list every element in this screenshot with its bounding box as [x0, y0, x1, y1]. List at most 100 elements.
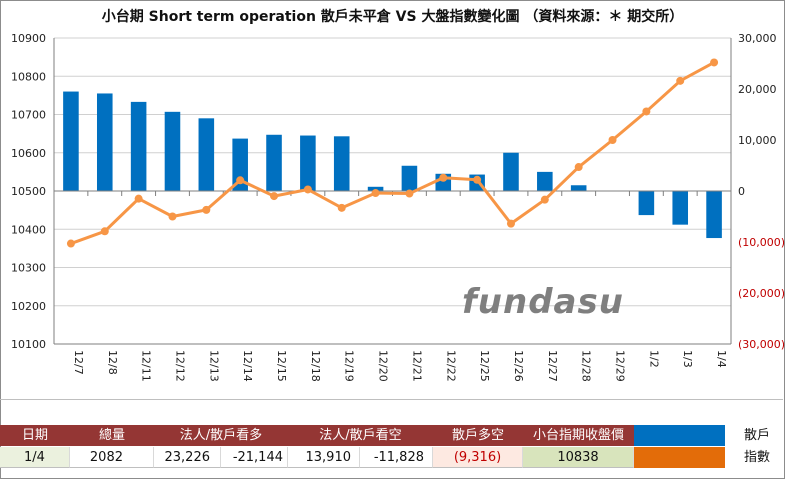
bar [570, 185, 587, 191]
bar [130, 101, 147, 191]
header-volume: 總量 [70, 425, 154, 446]
x-axis-ticks: 12/7 12/8 12/11 12/12 12/13 12/14 12/15 12/18 12… [72, 350, 728, 382]
left-axis-ticks: 10100 10200 10300 10400 10500 10600 10700 10800… [11, 32, 46, 351]
header-short: 法人/散戶看空 [288, 425, 433, 446]
right-tick-label: (10,000) [738, 236, 785, 249]
bar [164, 111, 181, 191]
left-tick-label: 10200 [11, 300, 46, 313]
line-point [337, 203, 346, 212]
bar [367, 186, 384, 191]
cell-retail-net: (9,316) [433, 447, 523, 468]
data-table: 日期 總量 法人/散戶看多 法人/散戶看空 散戶多空 小台指期收盤價 散戶 1/… [0, 399, 785, 479]
header-long: 法人/散戶看多 [154, 425, 288, 446]
line-point [439, 173, 448, 182]
x-tick-label: 12/14 [241, 350, 254, 382]
x-tick-label: 12/21 [410, 350, 423, 382]
x-tick-label: 12/20 [377, 350, 390, 382]
line-point [66, 239, 75, 248]
bar [672, 191, 689, 225]
cell-volume: 2082 [70, 447, 154, 468]
x-tick-label: 12/28 [580, 350, 593, 382]
cell-long-institutional: 23,226 [154, 447, 221, 468]
left-tick-label: 10400 [11, 223, 46, 236]
x-tick-label: 12/29 [614, 350, 627, 382]
right-tick-label: 0 [738, 185, 745, 198]
line-point [134, 194, 143, 203]
x-tick-label: 12/8 [106, 350, 119, 375]
legend-swatch-retail [634, 425, 725, 446]
table-blank-row [0, 399, 783, 426]
right-tick-label: (30,000) [738, 338, 785, 351]
line-point [608, 136, 617, 144]
x-tick-label: 12/26 [512, 350, 525, 382]
right-tick-label: 30,000 [738, 32, 777, 45]
bar [503, 152, 519, 191]
right-tick-label: (20,000) [738, 287, 785, 300]
chart-title: 小台期 Short term operation 散戶未平倉 VS 大盤指數變化… [101, 9, 684, 25]
x-tick-label: 12/18 [309, 350, 322, 382]
legend-swatch-index [634, 447, 725, 468]
x-tick-label: 1/2 [647, 350, 660, 368]
bar [333, 136, 350, 191]
cell-short-retail: -11,828 [360, 447, 433, 468]
bar [401, 165, 418, 191]
x-tick-label: 12/11 [140, 350, 153, 382]
x-tick-label: 12/19 [343, 350, 356, 382]
combo-chart: 10100 10200 10300 10400 10500 10600 10700 10800… [11, 32, 785, 382]
x-tick-label: 12/22 [444, 350, 457, 382]
line-point [168, 212, 177, 221]
x-tick-label: 1/3 [681, 350, 694, 368]
cell-close-price: 10838 [523, 447, 634, 468]
cell-short-institutional: 13,910 [288, 447, 360, 468]
x-tick-label: 12/7 [72, 350, 85, 375]
right-axis-ticks: (30,000) (20,000) (10,000) 0 10,000 20,000 30,… [738, 32, 785, 351]
bar [198, 118, 215, 191]
bar [300, 135, 316, 191]
line-point [202, 205, 211, 214]
left-tick-label: 10800 [11, 70, 46, 83]
line-point [506, 219, 515, 228]
right-tick-label: 10,000 [738, 134, 777, 147]
left-tick-label: 10700 [11, 109, 46, 122]
header-date: 日期 [0, 425, 70, 446]
bar [232, 138, 248, 191]
x-tick-label: 12/15 [275, 350, 288, 382]
bar [63, 91, 79, 191]
line-point [371, 189, 380, 198]
left-tick-label: 10900 [11, 32, 46, 45]
cell-long-retail: -21,144 [221, 447, 288, 468]
bar [266, 134, 282, 191]
header-retail-net: 散戶多空 [433, 425, 523, 446]
bar [706, 191, 722, 239]
line-point [100, 227, 109, 236]
left-tick-label: 10300 [11, 262, 46, 275]
bar-series [63, 91, 722, 239]
line-point [473, 175, 482, 184]
axes [53, 38, 732, 345]
line-point [236, 176, 245, 185]
legend-label-retail: 散戶 [725, 425, 783, 446]
x-tick-label: 12/27 [546, 350, 559, 382]
index-line [70, 61, 715, 245]
line-point [303, 185, 312, 194]
x-tick-label: 12/12 [173, 350, 186, 382]
right-tick-label: 20,000 [738, 83, 777, 96]
left-tick-label: 10100 [11, 338, 46, 351]
line-point [574, 163, 583, 172]
line-series [66, 58, 719, 248]
bar [638, 191, 655, 216]
bar [537, 171, 553, 191]
bar [96, 93, 113, 191]
line-point [540, 195, 549, 204]
line-point [642, 107, 651, 116]
x-tick-label: 1/4 [715, 350, 728, 368]
legend-label-index: 指數 [725, 447, 783, 468]
line-point [676, 76, 685, 85]
x-tick-label: 12/13 [207, 350, 220, 382]
header-close-price: 小台指期收盤價 [523, 425, 634, 446]
line-point [270, 192, 279, 201]
left-tick-label: 10600 [11, 147, 46, 160]
cell-date: 1/4 [0, 447, 70, 468]
line-point [405, 189, 414, 198]
watermark: fundasu [462, 282, 624, 322]
